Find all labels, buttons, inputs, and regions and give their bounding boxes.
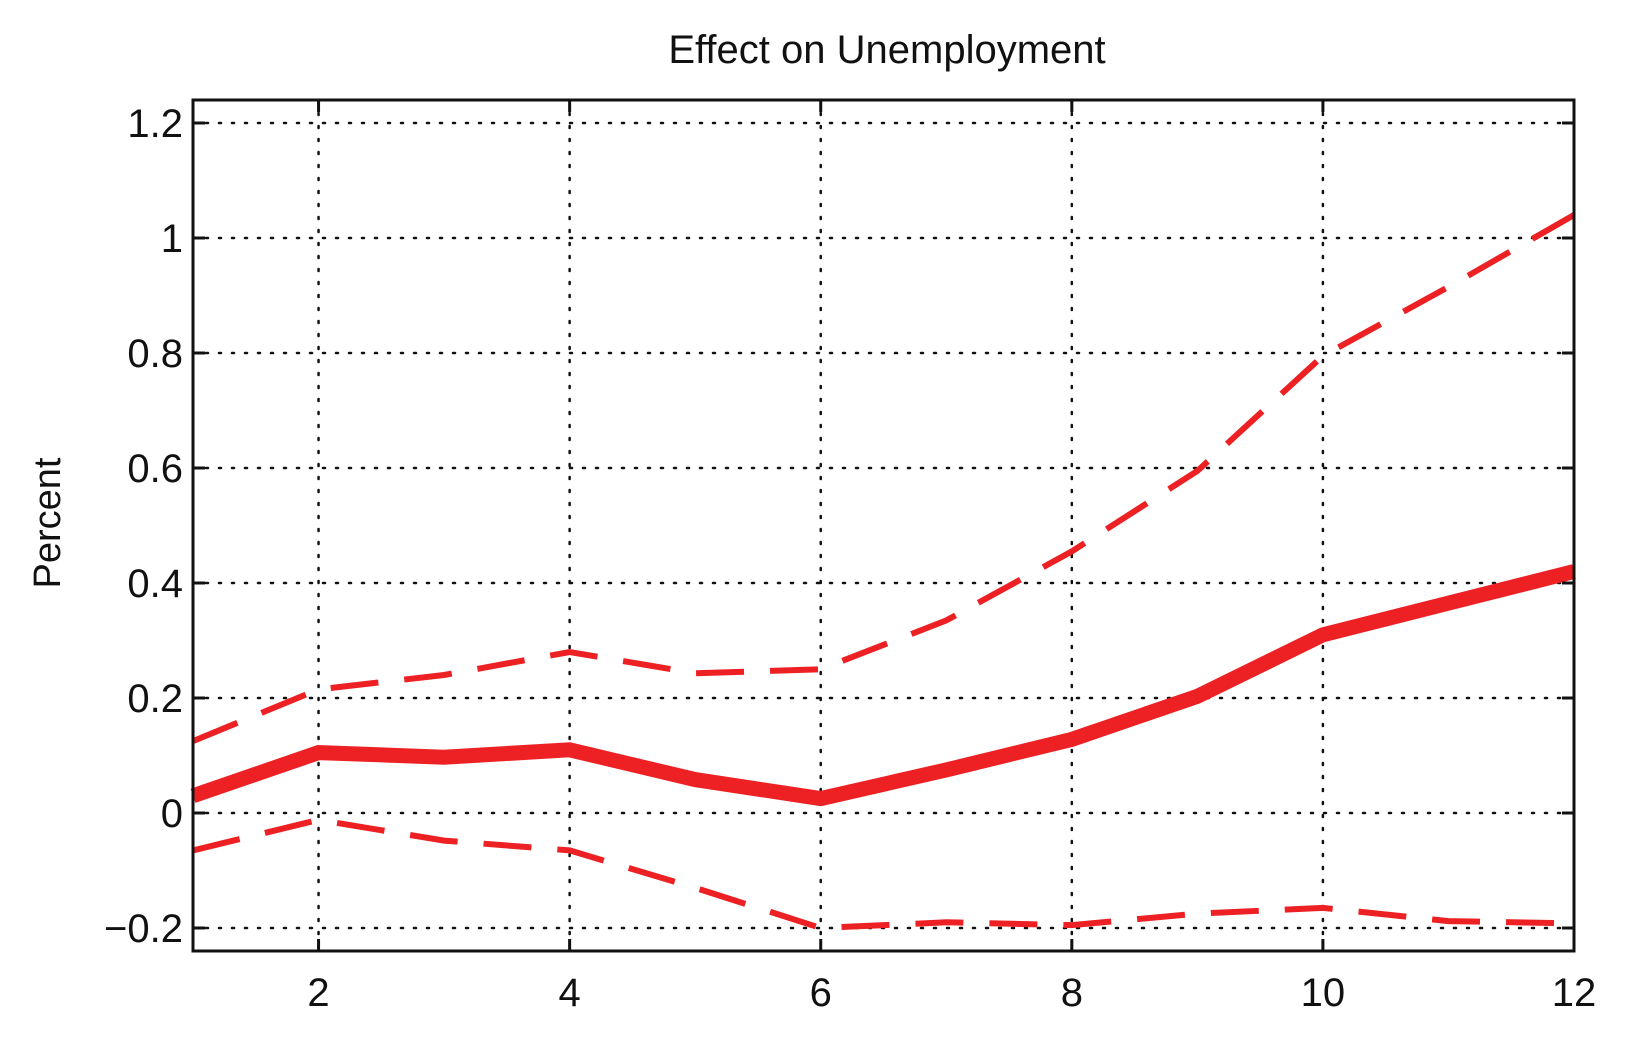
y-tick-label: −0.2	[104, 907, 183, 951]
plot-frame	[191, 98, 1576, 953]
chart-title: Effect on Unemployment	[668, 28, 1105, 72]
x-tick-label: 12	[1552, 971, 1597, 1015]
axis-ticks	[193, 100, 1576, 951]
y-tick-label: 0	[161, 792, 183, 836]
grid-lines	[191, 98, 1576, 953]
data-series	[190, 212, 1576, 932]
lower-bound-line	[192, 816, 1575, 932]
y-tick-labels: −0.2 0 0.2 0.4 0.6 0.8 1 1.2	[104, 102, 183, 951]
y-tick-label: 1.2	[127, 102, 183, 146]
y-tick-label: 0.4	[127, 562, 183, 606]
x-tick-label: 8	[1061, 971, 1083, 1015]
y-tick-label: 0.2	[127, 677, 183, 721]
x-tick-label: 6	[810, 971, 832, 1015]
x-tick-label: 2	[307, 971, 329, 1015]
estimate-line	[190, 564, 1576, 807]
y-tick-label: 0.8	[127, 332, 183, 376]
upper-bound-line	[191, 212, 1576, 744]
x-tick-label: 4	[559, 971, 581, 1015]
y-axis-label: Percent	[27, 457, 69, 588]
y-tick-label: 1	[161, 217, 183, 261]
y-tick-label: 0.6	[127, 447, 183, 491]
x-tick-labels: 2 4 6 8 10 12	[307, 971, 1596, 1015]
x-tick-label: 10	[1301, 971, 1346, 1015]
